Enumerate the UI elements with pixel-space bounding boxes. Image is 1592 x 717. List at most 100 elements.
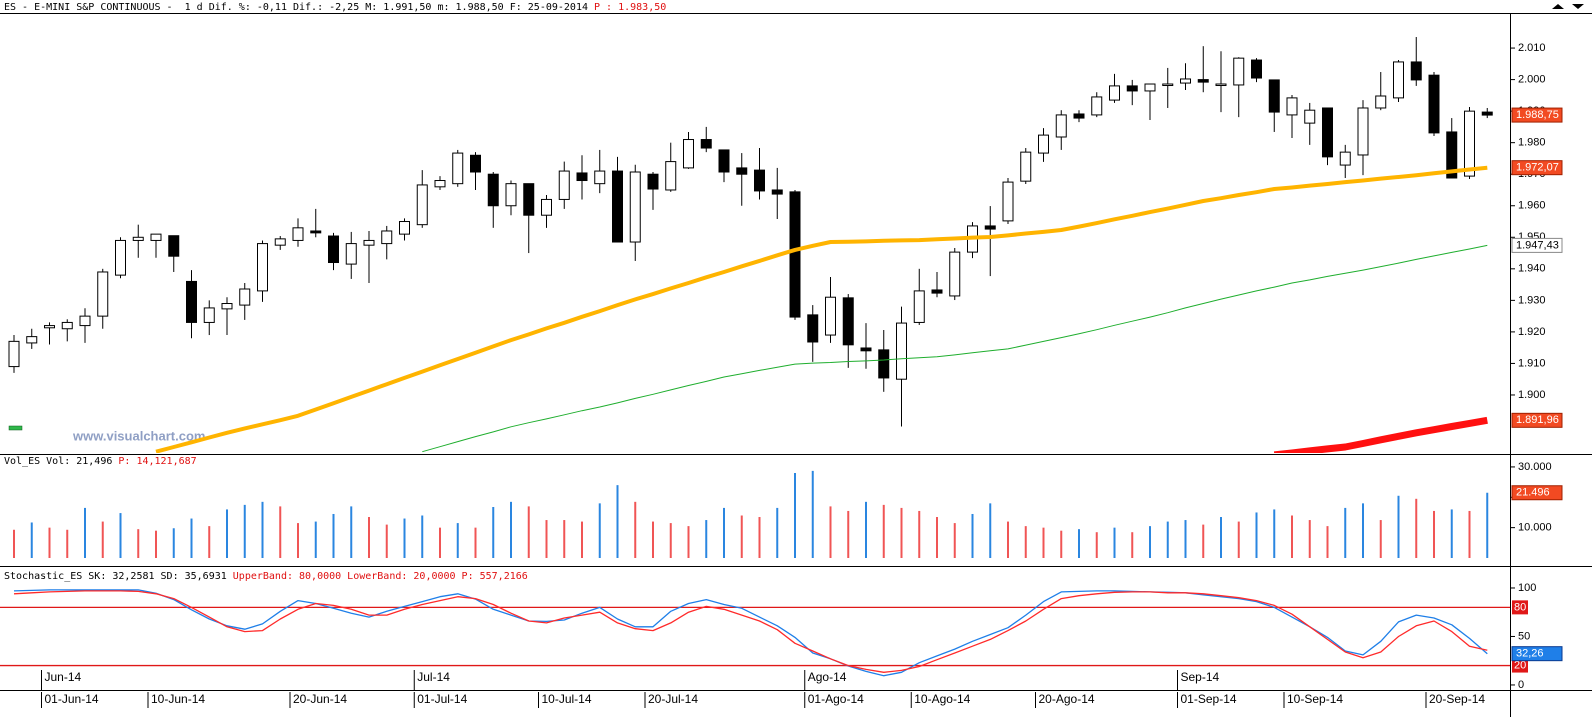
volume-bar — [66, 529, 69, 558]
y-tick-label: 1.900 — [1518, 389, 1546, 401]
value-box-label: 32,26 — [1516, 648, 1544, 660]
candle-body — [1251, 59, 1262, 79]
volume-bar — [190, 518, 193, 558]
candle-body — [1020, 151, 1032, 182]
volume-bar — [1131, 532, 1134, 558]
volume-bar — [13, 529, 15, 558]
candle-body — [1197, 79, 1209, 83]
volume-bar — [1468, 510, 1471, 558]
volume-bar — [545, 520, 548, 558]
candle-body — [257, 243, 268, 292]
candle-body — [860, 347, 872, 352]
candle-body — [1268, 79, 1280, 113]
candle-body — [221, 303, 233, 310]
value-box — [1511, 237, 1563, 253]
header-text: Vol_ES Vol: 21,496 — [4, 456, 118, 467]
x-tick-label: 10-Jul-14 — [542, 692, 592, 706]
candle-body — [203, 307, 215, 323]
candle-body — [825, 296, 836, 336]
candle-body — [683, 139, 694, 169]
volume-bar — [439, 527, 441, 558]
volume-bar — [421, 515, 424, 558]
volume-bar — [1095, 532, 1098, 558]
volume-bar — [48, 527, 51, 558]
volume-bar — [740, 515, 743, 558]
candle-body — [558, 170, 570, 200]
x-tick-label: 01-Jul-14 — [417, 692, 467, 706]
x-tick-label: 20-Jun-14 — [293, 692, 347, 706]
volume-bar — [776, 507, 779, 558]
volume-bar — [723, 507, 725, 558]
candle-body — [541, 198, 552, 216]
volume-bar — [1273, 509, 1276, 558]
line-series — [1273, 416, 1488, 453]
value-box — [1511, 485, 1563, 501]
volume-bar — [314, 521, 317, 558]
volume-bar — [510, 501, 512, 558]
volume-bar — [1291, 515, 1293, 558]
candle-body — [665, 161, 677, 191]
volume-bar — [1042, 527, 1045, 558]
volume-bar — [811, 470, 814, 558]
value-box-label: 1.972,07 — [1516, 162, 1559, 174]
candle-body — [97, 271, 109, 317]
scroll-icon[interactable] — [1552, 4, 1564, 9]
y-tick-label: 1.930 — [1518, 294, 1546, 306]
month-label: Sep-14 — [1181, 670, 1220, 684]
volume-bar — [563, 520, 566, 558]
value-box-label: 1.988,75 — [1516, 109, 1559, 121]
volume-bar — [971, 513, 974, 558]
candle-body — [807, 314, 819, 343]
candle-body — [1393, 61, 1404, 99]
x-tick-label: 10-Ago-14 — [914, 692, 970, 706]
volume-bar — [1113, 527, 1116, 558]
stochastic-header: Stochastic_ES SK: 32,2581 SD: 35,6931 Up… — [4, 571, 528, 582]
x-tick-label: 01-Sep-14 — [1181, 692, 1237, 706]
candle-body — [1109, 85, 1120, 101]
volume-bar — [687, 526, 690, 558]
month-label: Ago-14 — [808, 670, 847, 684]
volume-bar — [581, 521, 583, 558]
x-tick-label: 20-Jul-14 — [648, 692, 698, 706]
volume-bar — [616, 485, 619, 558]
y-tick-label: 100 — [1518, 582, 1536, 594]
x-tick-label: 10-Jun-14 — [151, 692, 205, 706]
volume-bar — [1450, 509, 1453, 558]
candle-body — [718, 149, 730, 173]
line-series — [13, 590, 1488, 673]
candle-body — [1233, 57, 1245, 86]
candle-body — [1410, 61, 1422, 81]
volume-header: Vol_ES Vol: 21,496 P: 14,121,687 — [4, 456, 197, 467]
candle-body — [452, 152, 464, 185]
candle-body — [1375, 95, 1387, 109]
candle-body — [1055, 114, 1067, 138]
volume-bar — [1397, 495, 1400, 558]
volume-bar — [882, 504, 885, 558]
candle-body — [1464, 110, 1475, 177]
volume-bar — [1308, 520, 1311, 558]
y-tick-label: 50 — [1518, 630, 1530, 642]
band-label: 20 — [1514, 659, 1526, 671]
volume-bar — [936, 517, 938, 558]
band-box — [1512, 600, 1528, 615]
volume-bar — [119, 513, 122, 558]
y-tick-label: 1.920 — [1518, 326, 1546, 338]
candle-body — [434, 180, 446, 188]
candle-body — [399, 221, 410, 235]
candle-body — [913, 290, 925, 323]
candle-body — [629, 171, 641, 243]
volume-bar — [456, 523, 459, 558]
candle-body — [984, 225, 996, 230]
volume-bar — [155, 530, 157, 558]
scroll-icon[interactable] — [1572, 4, 1584, 9]
volume-bar — [1344, 507, 1347, 558]
volume-bar — [652, 521, 654, 558]
x-tick-label: 20-Sep-14 — [1429, 692, 1485, 706]
value-box-label: 21.496 — [1516, 487, 1550, 499]
volume-bar — [1007, 521, 1009, 558]
y-tick-label: 1.940 — [1518, 263, 1546, 275]
candle-body — [61, 321, 73, 330]
volume-bar — [172, 528, 175, 558]
